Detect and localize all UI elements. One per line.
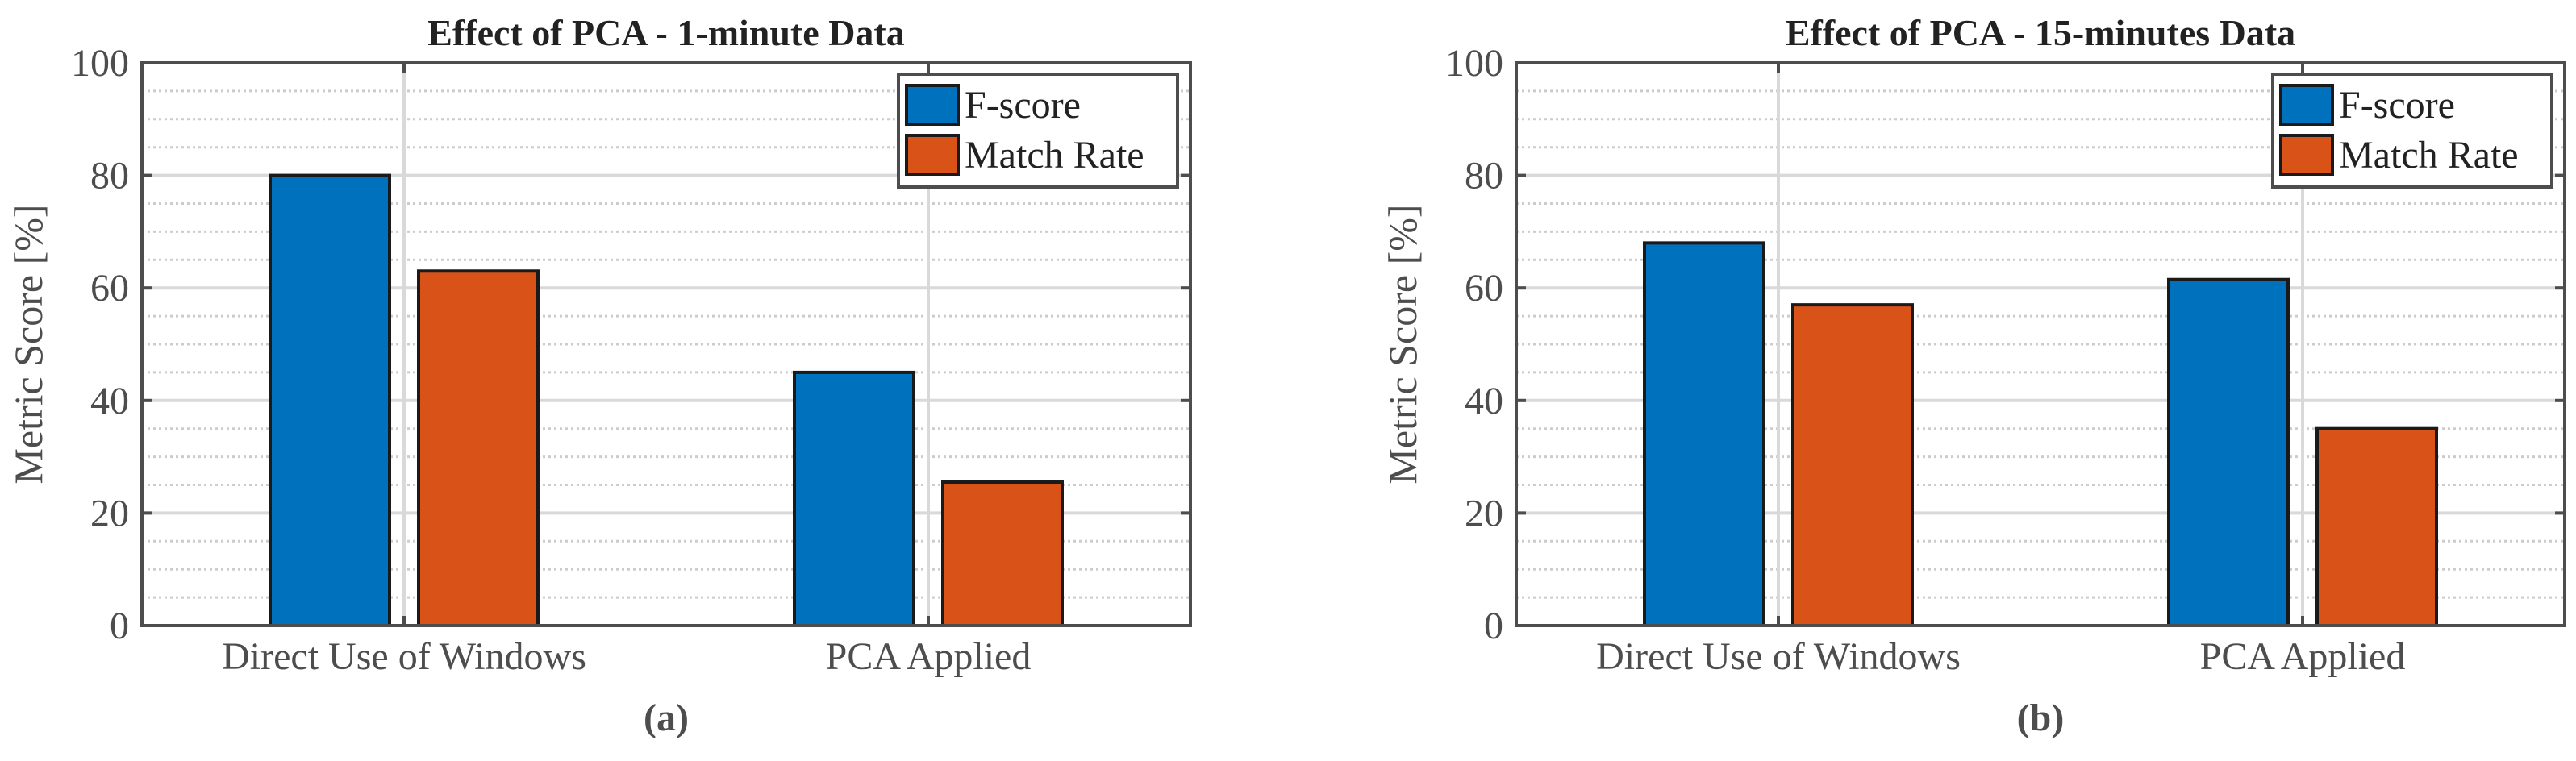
bar-match-rate-2 — [941, 480, 1064, 628]
x-category-label: Direct Use of Windows — [1596, 635, 1961, 678]
bar-match-rate-1 — [417, 269, 540, 627]
y-tick-label: 60 — [1465, 267, 1503, 310]
legend-swatch-match-rate — [905, 134, 960, 176]
legend-label-f-score: F-score — [2339, 84, 2455, 127]
x-category-label: Direct Use of Windows — [222, 635, 586, 678]
legend-label-f-score: F-score — [965, 84, 1081, 127]
y-tick-label: 100 — [71, 42, 129, 85]
y-tick-label: 40 — [90, 380, 129, 422]
legend-label-match-rate: Match Rate — [2339, 134, 2519, 177]
legend: F-score Match Rate — [897, 73, 1179, 189]
y-axis-label: Metric Score [%] — [6, 204, 51, 484]
subcaption: (b) — [2017, 697, 2065, 739]
legend-swatch-f-score — [2279, 84, 2334, 126]
y-tick-label: 80 — [90, 155, 129, 198]
chart-panel-a: 0 20 40 60 80 100 Direct Use of Windows PCA App… — [6, 12, 1192, 739]
legend: F-score Match Rate — [2271, 73, 2553, 189]
subcaption: (a) — [644, 697, 689, 739]
chart-title: Effect of PCA - 1-minute Data — [427, 12, 904, 53]
legend-swatch-match-rate — [2279, 134, 2334, 176]
axes-frame — [1515, 61, 2566, 627]
legend-label-match-rate: Match Rate — [965, 134, 1144, 177]
chart-title: Effect of PCA - 15-minutes Data — [1786, 12, 2295, 53]
y-tick-label: 40 — [1465, 380, 1503, 422]
x-category-label: PCA Applied — [826, 635, 1032, 678]
bar-f-score-2 — [793, 370, 915, 627]
bar-match-rate-2 — [2315, 426, 2438, 628]
bar-f-score-1 — [1643, 241, 1765, 627]
y-tick-label: 0 — [1484, 605, 1503, 647]
y-tick-label: 20 — [1465, 492, 1503, 534]
chart-panel-b: 0 20 40 60 80 100 Direct Use of Windows PCA App… — [1380, 12, 2566, 739]
legend-swatch-f-score — [905, 84, 960, 126]
y-tick-label: 0 — [110, 605, 129, 647]
y-tick-label: 20 — [90, 492, 129, 534]
y-tick-label: 100 — [1445, 42, 1503, 85]
y-tick-label: 60 — [90, 267, 129, 310]
y-axis-label: Metric Score [%] — [1380, 204, 1425, 484]
x-category-label: PCA Applied — [2200, 635, 2406, 678]
y-tick-label: 80 — [1465, 155, 1503, 198]
bar-f-score-2 — [2167, 277, 2290, 627]
bar-match-rate-1 — [1791, 303, 1914, 627]
axes-frame — [140, 61, 1192, 627]
bar-f-score-1 — [269, 173, 391, 628]
